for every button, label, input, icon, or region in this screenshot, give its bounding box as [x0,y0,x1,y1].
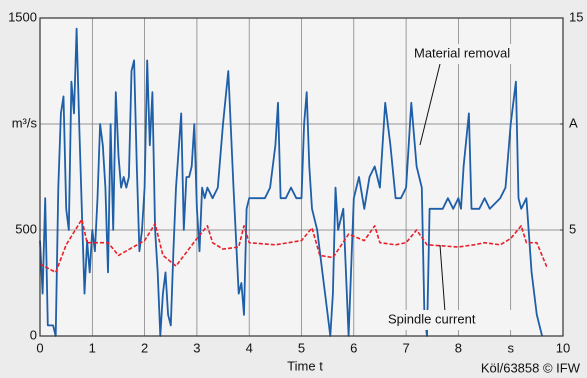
x-tick-label: 7 [402,340,409,355]
label-bg [412,44,552,64]
y2-tick-label: 15 [569,9,583,24]
y-tick-label: 0 [30,327,37,342]
x-tick-label: 8 [455,340,462,355]
x-tick-label: 3 [193,340,200,355]
x-tick-label: 10 [556,340,570,355]
y2-tick-label: 5 [569,221,576,236]
x-tick-label: 0 [36,340,43,355]
y-tick-label: 500 [15,221,37,236]
x-tick-label: 6 [350,340,357,355]
x-axis-label: Time t [287,358,323,373]
x-tick-label: s [507,340,514,355]
y-tick-label: 1500 [8,9,37,24]
x-tick-label: 4 [246,340,253,355]
x-tick-label: 1 [89,340,96,355]
annotation: Material removal [414,45,510,60]
leader-line [439,244,446,313]
plot-frame [39,17,564,337]
x-tick-label: 2 [141,340,148,355]
lines [39,27,549,337]
annotation: Spindle current [388,311,476,326]
data-line [39,218,549,274]
label-bg [386,310,512,330]
x-tick-label: 5 [298,340,305,355]
y2-tick-label: A [569,115,578,130]
leader-line [419,63,441,146]
data-line [39,27,543,337]
y-tick-label: m³/s [12,115,38,130]
note: Köl/63858 © IFW [481,360,581,375]
